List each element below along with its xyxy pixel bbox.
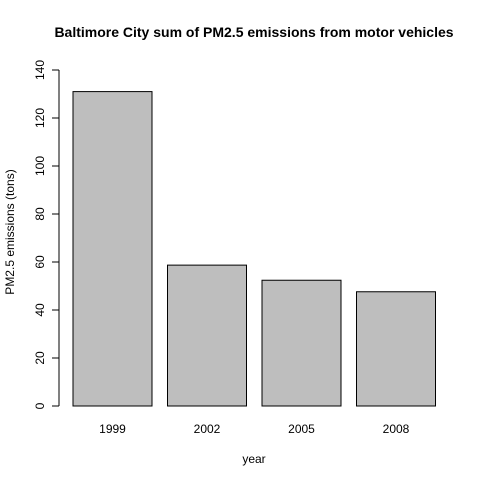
x-axis-label: year (242, 452, 265, 466)
bar-2005 (261, 279, 342, 407)
y-tick-label: 100 (33, 156, 47, 176)
y-tick-label: 20 (33, 351, 47, 365)
y-tick-label: 140 (33, 60, 47, 80)
y-tick-label: 60 (33, 255, 47, 269)
x-tick-labels: 1999 2002 2005 2008 (99, 422, 410, 436)
bar-2008 (356, 291, 436, 407)
y-tick-label: 80 (33, 207, 47, 221)
bar-series (72, 91, 436, 407)
chart-title: Baltimore City sum of PM2.5 emissions fr… (54, 24, 453, 40)
bar-2002 (167, 264, 247, 407)
bar-1999 (72, 91, 153, 407)
y-axis: 0 20 40 60 80 100 120 140 (33, 60, 60, 409)
y-tick-label: 40 (33, 303, 47, 317)
x-tick-label: 2008 (383, 422, 410, 436)
y-axis-label: PM2.5 emissions (tons) (3, 169, 17, 294)
y-tick-label: 120 (33, 108, 47, 128)
x-tick-label: 2002 (194, 422, 221, 436)
x-tick-label: 2005 (288, 422, 315, 436)
y-tick-label: 0 (33, 402, 47, 409)
x-tick-label: 1999 (99, 422, 126, 436)
